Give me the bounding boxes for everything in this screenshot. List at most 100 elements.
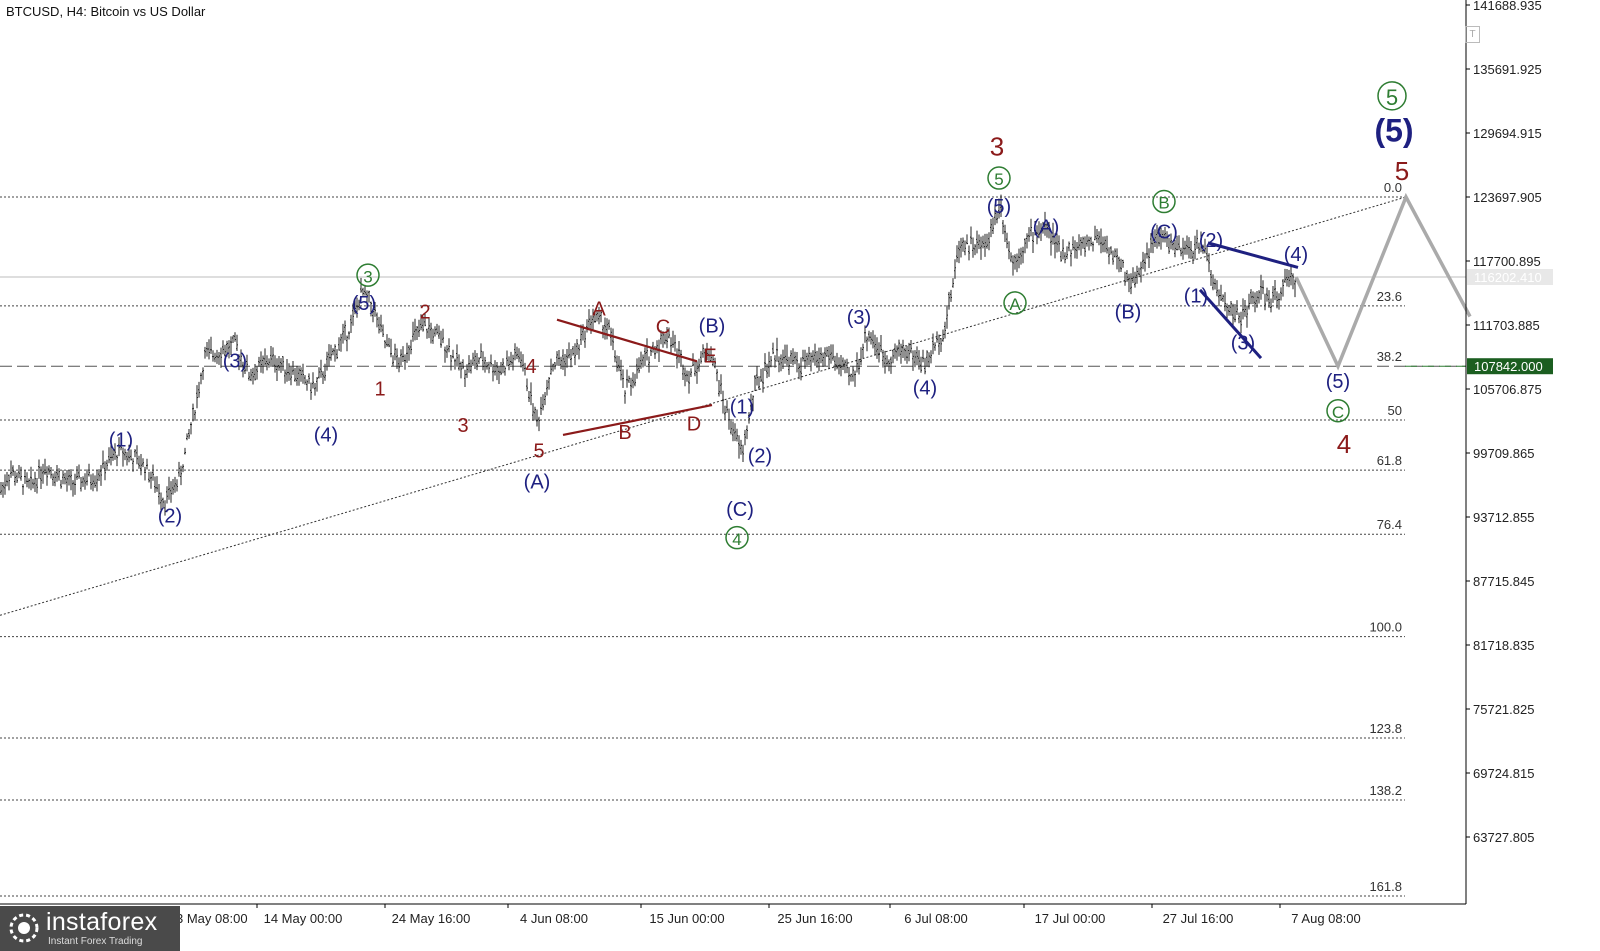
y-tick-label-9: 87715.845 <box>1473 574 1534 589</box>
wave-label-23: (4) <box>913 377 937 399</box>
wave-label-31: (C) <box>1150 222 1178 244</box>
wave-label-41: 5 <box>1395 156 1409 186</box>
fib-label-5: 76.4 <box>1377 517 1402 532</box>
x-tick-label-partial: 3 May 08:00 <box>176 911 248 926</box>
x-tick-label-7: 27 Jul 16:00 <box>1163 911 1234 926</box>
wave-label-30: B <box>1158 194 1169 213</box>
wave-label-20: (C) <box>726 499 754 521</box>
current-price-tag: 116202.410 <box>1474 270 1542 285</box>
fib-label-0: 0.0 <box>1384 180 1402 195</box>
y-tick-label-0: 141688.935 <box>1473 0 1542 13</box>
logo-name: instaforex <box>46 908 158 936</box>
fib-label-8: 138.2 <box>1369 783 1402 798</box>
trendlines <box>556 241 1299 437</box>
x-tick-label-6: 17 Jul 00:00 <box>1035 911 1106 926</box>
wave-label-34: (3) <box>1231 333 1255 355</box>
wave-label-32: (2) <box>1199 230 1223 252</box>
wave-circle-5 <box>356 263 380 287</box>
wave-circle-37 <box>1326 398 1350 423</box>
text-tool-button[interactable]: T <box>1465 26 1480 43</box>
fib-label-6: 100.0 <box>1369 620 1402 635</box>
wave-label-29: (B) <box>1115 302 1142 324</box>
y-tick-label-5: 111703.885 <box>1473 318 1540 333</box>
wave-label-22: (3) <box>847 307 871 329</box>
wave-circle-21 <box>725 525 749 550</box>
wave-label-21: 4 <box>732 530 741 549</box>
trendline-3 <box>1198 288 1263 360</box>
level-price-tag-bg <box>1467 358 1553 375</box>
instaforex-logo: instaforex Instant Forex Trading <box>0 906 180 951</box>
price-series <box>0 194 1296 516</box>
x-tick-label-2: 4 Jun 08:00 <box>520 911 588 926</box>
wave-label-16: E <box>703 345 716 367</box>
y-tick-label-3: 123697.905 <box>1473 190 1542 205</box>
y-tick-label-7: 99709.865 <box>1473 446 1534 461</box>
wave-label-40: (5) <box>1374 112 1413 148</box>
logo-tagline: Instant Forex Trading <box>48 936 143 947</box>
fib-label-1: 23.6 <box>1377 289 1402 304</box>
wave-label-1: (2) <box>158 505 182 527</box>
level-price-tag: 107842.000 <box>1474 359 1543 374</box>
y-tick-label-10: 81718.835 <box>1473 638 1534 653</box>
x-axis-labels: 14 May 00:00 24 May 16:00 4 Jun 08:00 15 Ju… <box>176 904 1361 926</box>
trendline-0 <box>556 318 698 363</box>
price-tags: 116202.410 107842.000 <box>1467 268 1553 375</box>
fib-label-9: 161.8 <box>1369 879 1402 894</box>
trendline-2 <box>1207 241 1299 269</box>
wave-label-15: D <box>687 414 701 436</box>
y-tick-label-1: 135691.925 <box>1473 62 1542 77</box>
wave-label-0: (1) <box>109 430 133 452</box>
wave-label-25: 5 <box>994 170 1003 189</box>
wave-label-2: (3) <box>223 351 247 373</box>
wave-label-36: (5) <box>1326 371 1350 393</box>
wave-label-33: (1) <box>1184 286 1208 308</box>
y-tick-label-12: 69724.815 <box>1473 766 1534 781</box>
wave-label-35: (4) <box>1284 244 1308 266</box>
wave-label-5: 3 <box>363 267 372 286</box>
x-tick-label-0: 14 May 00:00 <box>264 911 343 926</box>
wave-label-24: 3 <box>990 131 1004 161</box>
trendline-1 <box>562 404 713 437</box>
y-axis-labels: 141688.935 135691.925 129694.915 123697.905… <box>1466 0 1542 845</box>
wave-label-9: 4 <box>525 356 536 378</box>
y-tick-label-4: 117700.895 <box>1473 254 1541 269</box>
wave-label-19: (2) <box>748 446 772 468</box>
wave-label-27: (A) <box>1033 216 1060 238</box>
wave-circle-30 <box>1152 189 1176 214</box>
wave-circle-28 <box>1003 291 1027 315</box>
y-tick-label-2: 129694.915 <box>1473 126 1542 141</box>
x-tick-label-5: 6 Jul 08:00 <box>904 911 968 926</box>
fib-label-2: 38.2 <box>1377 349 1402 364</box>
price-bars <box>0 194 1296 516</box>
wave-label-7: 2 <box>419 302 430 324</box>
x-tick-label-4: 25 Jun 16:00 <box>777 911 852 926</box>
wave-labels: (1) (2) (3) (4) (5) 3 1 2 3 4 5 (A) A B C D E (B) (1) (2) (C… <box>109 81 1414 550</box>
wave-label-17: (B) <box>699 316 726 338</box>
wave-label-12: A <box>592 298 606 320</box>
wave-label-10: 5 <box>533 440 544 462</box>
y-tick-label-8: 93712.855 <box>1473 510 1534 525</box>
wave-label-18: (1) <box>730 397 754 419</box>
wave-label-37: C <box>1332 403 1344 422</box>
wave-label-28: A <box>1009 295 1021 314</box>
forecast-path <box>1294 192 1472 371</box>
y-tick-label-11: 75721.825 <box>1473 702 1534 717</box>
wave-label-14: C <box>656 317 670 339</box>
x-tick-label-8: 7 Aug 08:00 <box>1291 911 1360 926</box>
wave-label-11: (A) <box>524 471 551 493</box>
wave-label-26: (5) <box>987 196 1011 218</box>
logo-icon <box>9 913 39 943</box>
x-tick-label-1: 24 May 16:00 <box>392 911 471 926</box>
chart-title: BTCUSD, H4: Bitcoin vs US Dollar <box>6 4 206 19</box>
fib-label-3: 50 <box>1388 403 1402 418</box>
wave-circle-39 <box>1377 81 1407 111</box>
wave-label-8: 3 <box>457 415 468 437</box>
wave-label-13: B <box>618 422 631 444</box>
y-tick-label-6: 105706.875 <box>1473 382 1542 397</box>
x-tick-label-3: 15 Jun 00:00 <box>649 911 724 926</box>
wave-label-39: 5 <box>1386 85 1398 110</box>
y-tick-label-13: 63727.805 <box>1473 830 1534 845</box>
forecast-polyline <box>1294 192 1472 371</box>
fib-label-7: 123.8 <box>1369 721 1402 736</box>
